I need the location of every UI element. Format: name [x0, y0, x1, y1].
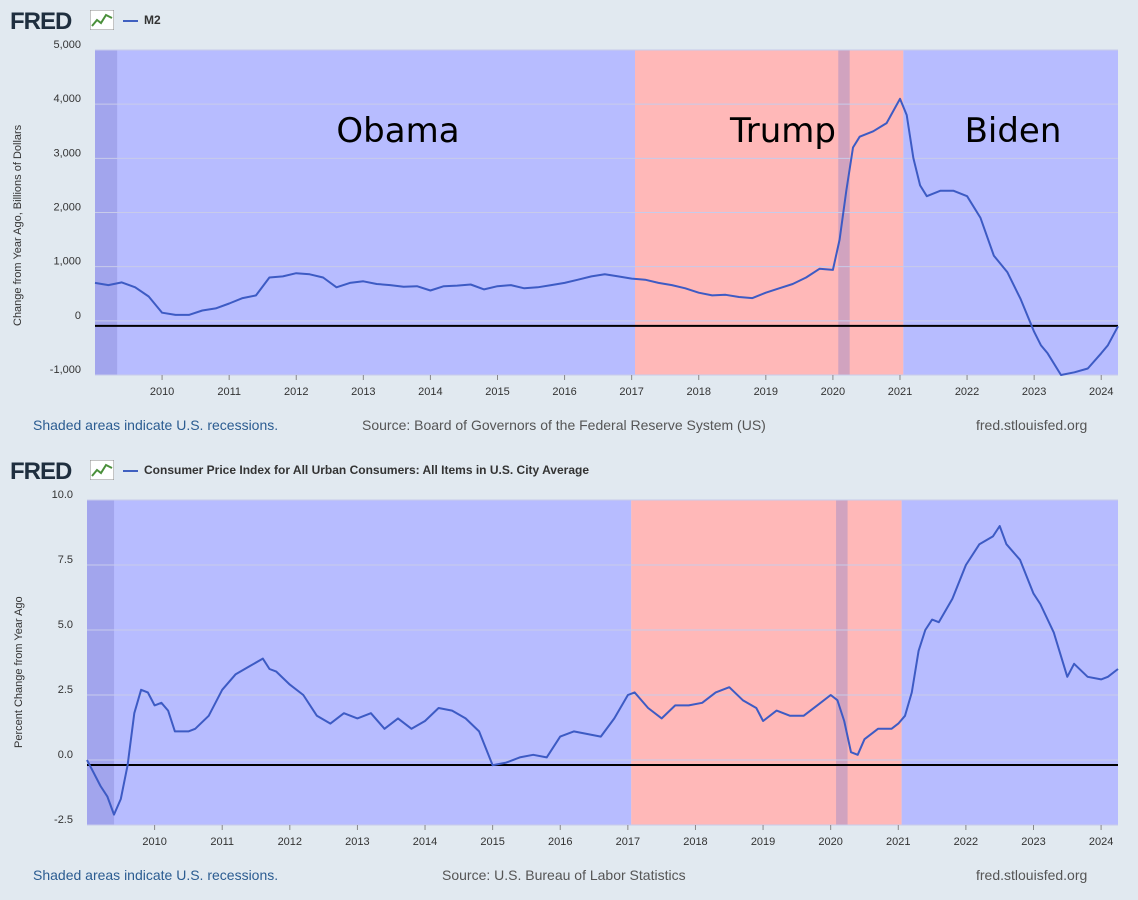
term-shade-democrat [901, 500, 1118, 825]
x-tick-label: 2024 [1089, 386, 1113, 398]
series-line[interactable] [86, 525, 1119, 816]
x-tick-label: 2011 [210, 836, 234, 848]
x-tick-label: 2010 [142, 836, 166, 848]
x-tick-label: 2014 [418, 386, 442, 398]
recession-shade [87, 500, 115, 825]
x-tick-label: 2018 [683, 836, 707, 848]
y-axis-title: Percent Change from Year Ago [13, 596, 25, 748]
x-tick-label: 2015 [485, 386, 509, 398]
y-tick-label: 3,000 [53, 147, 81, 159]
x-tick-label: 2019 [754, 386, 778, 398]
y-tick-label: 7.5 [58, 554, 73, 566]
recession-shade [836, 500, 848, 825]
x-tick-label: 2022 [954, 836, 978, 848]
x-tick-label: 2020 [818, 836, 842, 848]
y-tick-label: -2.5 [54, 814, 73, 826]
x-tick-label: 2019 [751, 836, 775, 848]
y-tick-label: 1,000 [53, 256, 81, 268]
cpi-chart-panel: FRED Consumer Price Index for All Urban … [0, 450, 1138, 900]
source-text: Source: U.S. Bureau of Labor Statistics [442, 867, 686, 883]
y-tick-label: 4,000 [53, 93, 81, 105]
x-tick-label: 2012 [284, 386, 308, 398]
x-tick-label: 2018 [686, 386, 710, 398]
president-label: Obama [336, 111, 459, 151]
y-tick-label: 0.0 [58, 749, 73, 761]
x-tick-label: 2016 [552, 386, 576, 398]
x-tick-label: 2017 [616, 836, 640, 848]
m2-line-chart: -1,000 0 1,000 2,000 3,000 4,000 5,000 2010 2011… [50, 39, 1119, 398]
x-tick-label: 2024 [1089, 836, 1113, 848]
legend-swatch [123, 470, 138, 472]
x-tick-label: 2012 [278, 836, 302, 848]
x-tick-label: 2013 [345, 836, 369, 848]
y-tick-label: -1,000 [50, 364, 81, 376]
cpi-line-chart: -2.5 0.0 2.5 5.0 7.5 10.0 2010 2011 2012 2013 2014… [52, 489, 1119, 848]
x-tick-label: 2014 [413, 836, 437, 848]
x-tick-label: 2011 [217, 386, 241, 398]
fred-logo: FRED [10, 458, 72, 485]
term-shade-democrat [87, 500, 632, 825]
x-tick-label: 2021 [888, 386, 912, 398]
y-tick-label: 10.0 [52, 489, 73, 501]
y-tick-label: 0 [75, 310, 81, 322]
president-label: Trump [729, 111, 836, 151]
y-tick-label: 2,000 [53, 202, 81, 214]
y-tick-label: 5,000 [53, 39, 81, 51]
legend-swatch [123, 20, 138, 22]
x-tick-label: 2020 [821, 386, 845, 398]
y-axis-title: Change from Year Ago, Billions of Dollar… [12, 124, 24, 326]
site-link[interactable]: fred.stlouisfed.org [976, 417, 1088, 433]
y-tick-label: 2.5 [58, 684, 73, 696]
x-tick-label: 2010 [150, 386, 174, 398]
y-tick-label: 5.0 [58, 619, 73, 631]
site-link[interactable]: fred.stlouisfed.org [976, 867, 1088, 883]
x-tick-label: 2015 [480, 836, 504, 848]
x-tick-label: 2013 [351, 386, 375, 398]
x-tick-label: 2017 [619, 386, 643, 398]
fred-logo: FRED [10, 8, 72, 35]
president-label: Biden [965, 111, 1062, 151]
recession-note[interactable]: Shaded areas indicate U.S. recessions. [33, 867, 279, 883]
x-tick-label: 2021 [886, 836, 910, 848]
legend-label[interactable]: Consumer Price Index for All Urban Consu… [144, 463, 589, 477]
source-text: Source: Board of Governors of the Federa… [362, 417, 766, 433]
fred-graph-icon [90, 460, 114, 480]
legend-label[interactable]: M2 [144, 13, 161, 27]
x-tick-label: 2016 [548, 836, 572, 848]
m2-chart-panel: FRED M2 -1,000 0 1,000 2,000 3,000 4,000 5,000… [10, 8, 1119, 433]
recession-note[interactable]: Shaded areas indicate U.S. recessions. [33, 417, 279, 433]
term-shade-republican [631, 500, 902, 825]
x-tick-label: 2022 [955, 386, 979, 398]
x-tick-label: 2023 [1021, 836, 1045, 848]
series-line[interactable] [94, 97, 1119, 376]
x-tick-label: 2023 [1022, 386, 1046, 398]
fred-graph-icon [90, 10, 114, 30]
